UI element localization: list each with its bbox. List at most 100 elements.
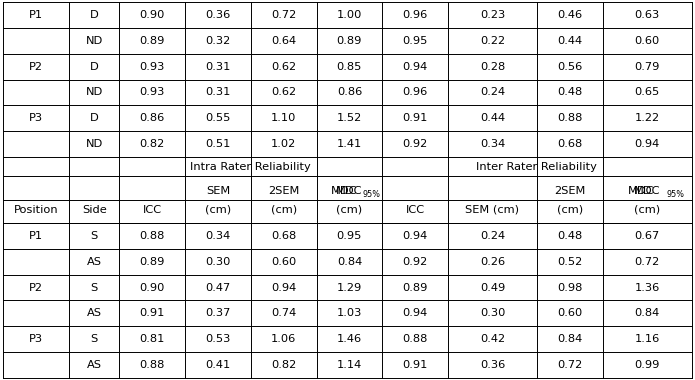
Text: 0.64: 0.64: [271, 36, 296, 46]
Text: 1.46: 1.46: [337, 334, 362, 344]
Text: ICC: ICC: [406, 205, 425, 215]
Text: (cm): (cm): [270, 205, 297, 215]
Text: 0.55: 0.55: [205, 113, 231, 124]
Text: 0.60: 0.60: [557, 309, 582, 318]
Text: 0.81: 0.81: [140, 334, 165, 344]
Text: 0.72: 0.72: [557, 360, 582, 370]
Text: 0.28: 0.28: [480, 62, 505, 71]
Text: 0.88: 0.88: [140, 231, 165, 241]
Text: 0.53: 0.53: [205, 334, 231, 344]
Text: 0.84: 0.84: [557, 334, 582, 344]
Text: P3: P3: [29, 334, 43, 344]
Text: 0.92: 0.92: [402, 139, 427, 149]
Text: 0.86: 0.86: [140, 113, 165, 124]
Text: 0.98: 0.98: [557, 283, 582, 293]
Text: ND: ND: [85, 139, 103, 149]
Text: S: S: [90, 231, 98, 241]
Text: 0.90: 0.90: [140, 10, 165, 20]
Text: 0.89: 0.89: [140, 36, 165, 46]
Text: 1.10: 1.10: [271, 113, 296, 124]
Text: 0.49: 0.49: [480, 283, 505, 293]
Text: 95%: 95%: [667, 190, 685, 200]
Text: 0.51: 0.51: [205, 139, 231, 149]
Text: D: D: [90, 10, 99, 20]
Text: 0.79: 0.79: [635, 62, 660, 71]
Text: 0.42: 0.42: [480, 334, 505, 344]
Text: 1.29: 1.29: [337, 283, 362, 293]
Text: 1.02: 1.02: [271, 139, 296, 149]
Text: 0.41: 0.41: [206, 360, 231, 370]
Text: 0.68: 0.68: [557, 139, 582, 149]
Text: P1: P1: [29, 10, 43, 20]
Text: 0.62: 0.62: [271, 62, 296, 71]
Text: 0.32: 0.32: [206, 36, 231, 46]
Text: P3: P3: [29, 113, 43, 124]
Text: 0.88: 0.88: [557, 113, 582, 124]
Text: 0.89: 0.89: [140, 256, 165, 267]
Text: D: D: [90, 113, 99, 124]
Text: 0.93: 0.93: [140, 87, 165, 97]
Text: 0.31: 0.31: [205, 62, 231, 71]
Text: 0.62: 0.62: [271, 87, 296, 97]
Text: 0.96: 0.96: [402, 10, 427, 20]
Text: (cm): (cm): [634, 205, 660, 215]
Text: 0.95: 0.95: [402, 36, 428, 46]
Text: 0.96: 0.96: [402, 87, 427, 97]
Text: 1.36: 1.36: [635, 283, 660, 293]
Text: 0.31: 0.31: [205, 87, 231, 97]
Text: 1.06: 1.06: [271, 334, 296, 344]
Text: 2SEM: 2SEM: [554, 186, 585, 196]
Text: 95%: 95%: [362, 190, 380, 200]
Text: P1: P1: [29, 231, 43, 241]
Text: 0.88: 0.88: [402, 334, 428, 344]
Text: 0.86: 0.86: [337, 87, 362, 97]
Text: 1.14: 1.14: [337, 360, 362, 370]
Text: 1.52: 1.52: [337, 113, 362, 124]
Text: ND: ND: [85, 36, 103, 46]
Text: 0.68: 0.68: [271, 231, 296, 241]
Text: ICC: ICC: [142, 205, 162, 215]
Text: 0.48: 0.48: [557, 231, 582, 241]
Text: 0.92: 0.92: [402, 256, 427, 267]
Text: 0.72: 0.72: [271, 10, 296, 20]
Text: 0.91: 0.91: [140, 309, 165, 318]
Text: 0.26: 0.26: [480, 256, 505, 267]
Text: ND: ND: [85, 87, 103, 97]
Text: 0.24: 0.24: [480, 87, 505, 97]
Text: Side: Side: [82, 205, 107, 215]
Text: 0.44: 0.44: [557, 36, 582, 46]
Text: 0.65: 0.65: [635, 87, 660, 97]
Text: 1.00: 1.00: [337, 10, 362, 20]
Text: 0.84: 0.84: [635, 309, 660, 318]
Text: Inter Rater Reliability: Inter Rater Reliability: [477, 162, 597, 172]
Text: AS: AS: [87, 309, 101, 318]
Text: MDC: MDC: [634, 186, 660, 196]
Text: 0.47: 0.47: [206, 283, 231, 293]
Text: 0.46: 0.46: [557, 10, 582, 20]
Text: 0.63: 0.63: [635, 10, 660, 20]
Text: 0.89: 0.89: [402, 283, 428, 293]
Text: S: S: [90, 283, 98, 293]
Text: 0.82: 0.82: [271, 360, 296, 370]
Text: 0.72: 0.72: [635, 256, 660, 267]
Text: 0.67: 0.67: [635, 231, 660, 241]
Text: 0.60: 0.60: [271, 256, 296, 267]
Text: 2SEM: 2SEM: [268, 186, 300, 196]
Text: (cm): (cm): [557, 205, 583, 215]
Text: 0.30: 0.30: [480, 309, 505, 318]
Text: 0.91: 0.91: [402, 113, 428, 124]
Text: 0.48: 0.48: [557, 87, 582, 97]
Text: 0.24: 0.24: [480, 231, 505, 241]
Text: 0.34: 0.34: [206, 231, 231, 241]
Text: 0.56: 0.56: [557, 62, 582, 71]
Text: 0.90: 0.90: [140, 283, 165, 293]
Text: 0.95: 0.95: [337, 231, 362, 241]
Text: SEM (cm): SEM (cm): [466, 205, 519, 215]
Text: 0.94: 0.94: [271, 283, 296, 293]
Text: 0.44: 0.44: [480, 113, 505, 124]
Text: (cm): (cm): [336, 205, 363, 215]
Text: 0.60: 0.60: [635, 36, 660, 46]
Text: 0.34: 0.34: [480, 139, 505, 149]
Text: P2: P2: [29, 283, 43, 293]
Text: SEM: SEM: [206, 186, 230, 196]
